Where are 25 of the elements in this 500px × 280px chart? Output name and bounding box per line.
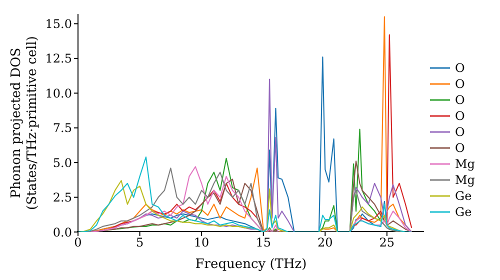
legend-label: O [455, 140, 465, 156]
x-tick-label: 5 [136, 236, 144, 250]
legend-label: O [455, 60, 465, 76]
y-tick-label: 0.0 [52, 225, 72, 240]
legend-label: Mg [455, 172, 475, 188]
legend-label: O [455, 92, 465, 108]
x-tick-label: 10 [194, 236, 210, 250]
y-tick-label: 2.5 [52, 190, 72, 205]
legend-label: Mg [455, 156, 475, 172]
x-axis-title: Frequency (THz) [195, 257, 307, 272]
y-tick-label: 5.0 [52, 156, 72, 170]
legend-label: O [455, 124, 465, 140]
legend-label: O [455, 108, 465, 124]
legend-label: O [455, 76, 465, 92]
x-tick-label: 0 [74, 236, 82, 250]
y-axis-title: Phonon projected DOS (States/THz·primitive cell) [9, 36, 40, 210]
x-tick-label: 20 [318, 236, 333, 250]
legend-label: Ge [455, 188, 472, 204]
x-tick-label: 25 [379, 236, 395, 250]
y-tick-label: 10.0 [45, 86, 72, 100]
y-tick-label: 15.0 [45, 16, 72, 31]
x-tick-label: 15 [256, 236, 271, 250]
y-tick-label: 7.5 [52, 121, 72, 136]
legend-label: Ge [455, 204, 472, 220]
y-tick-label: 12.5 [45, 52, 72, 66]
